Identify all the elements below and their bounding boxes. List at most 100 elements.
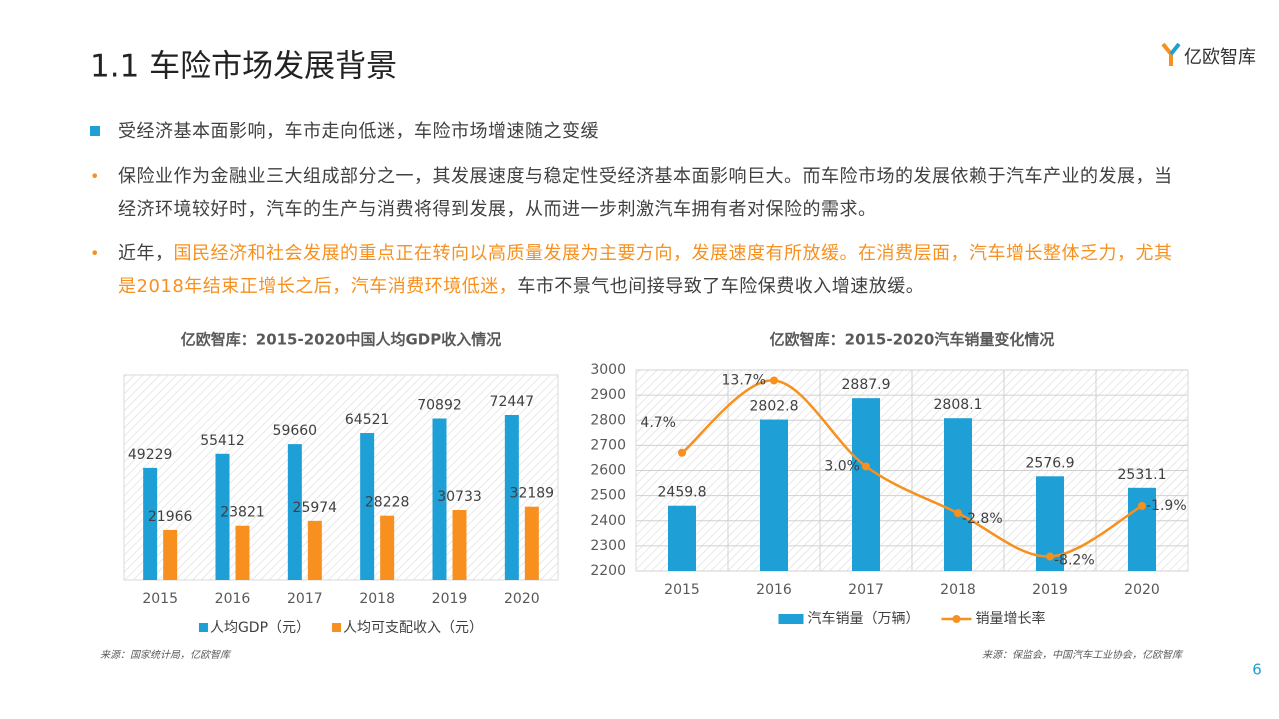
data-label: 2531.1 [1118,467,1167,483]
y-tick-label: 3000 [590,362,626,378]
legend: 汽车销量（万辆） 销量增长率 [778,610,1046,627]
x-tick-label: 2020 [1124,582,1160,598]
bar [215,453,230,580]
bar [452,509,467,580]
bullet-text: 车市不景气也间接导致了车险保费收入增速放缓。 [517,276,925,297]
y-tick-label: 2700 [590,437,626,453]
y-tick-label: 2400 [590,513,626,529]
data-label: -1.9% [1146,498,1187,514]
bar [944,418,972,571]
line-marker [954,509,962,518]
legend-swatch [952,615,961,623]
data-label: 4.7% [640,415,676,431]
data-label: 2802.8 [750,399,799,415]
legend-swatch [198,623,208,632]
x-tick-label: 2016 [215,591,251,607]
legend-label: 人均GDP（元） [210,620,310,636]
bullet-text: 保险业作为金融业三大组成部分之一，其发展速度与稳定性受经济基本面影响巨大。而车险… [118,166,1173,220]
data-label: 28228 [365,495,410,511]
logo: 亿欧智库 [1161,42,1256,68]
data-label: 25974 [293,500,338,516]
data-label: 2459.8 [658,485,707,501]
source-note: 来源：保监会，中国汽车工业协会，亿欧智库 [982,649,1184,661]
line [681,379,1143,558]
logo-text: 亿欧智库 [1184,47,1256,68]
x-tick-label: 2016 [756,582,792,598]
line-marker [1046,552,1054,561]
legend-swatch [778,614,804,624]
line-marker [770,376,778,385]
bar [852,398,880,571]
data-label: 70892 [417,398,462,414]
source-note: 来源：国家统计局，亿欧智库 [100,649,232,661]
data-label: 23821 [220,505,265,521]
data-label: 55412 [200,433,245,449]
data-label: -2.8% [962,511,1003,527]
slide-title: 1.1 车险市场发展背景 [90,49,397,85]
bar [524,506,539,580]
x-tick-label: 2018 [940,582,976,598]
x-tick-label: 2019 [1032,582,1068,598]
data-label: 30733 [437,489,482,505]
data-label: 2887.9 [842,377,891,393]
bar [432,418,447,580]
y-tick-label: 2800 [590,412,626,428]
y-tick-label: 2500 [590,488,626,504]
x-tick-label: 2017 [287,591,323,607]
bullet-marker: • [90,244,99,263]
chart-title: 亿欧智库：2015-2020中国人均GDP收入情况 [181,331,501,349]
bullet-marker [90,126,100,136]
bar [380,515,395,580]
data-label: 59660 [273,423,318,439]
data-label: 72447 [490,394,535,410]
legend-label: 汽车销量（万辆） [808,610,920,627]
x-tick-label: 2017 [848,582,884,598]
bar [668,505,696,571]
data-label: 32189 [510,486,555,502]
legend-label: 销量增长率 [976,610,1046,627]
data-label: 2808.1 [934,397,983,413]
bullet: 近年，国民经济和社会发展的重点正在转向以高质量发展为主要方向，发展速度有所放缓。… [118,237,1190,303]
x-tick-label: 2018 [359,591,395,607]
data-label: 49229 [128,447,173,463]
bullet-text: 受经济基本面影响，车市走向低迷，车险市场增速随之变缓 [118,121,599,142]
line-marker [678,448,686,457]
bar [163,529,178,580]
bullet-text: 近年， [118,243,174,264]
plot-area [123,374,559,581]
bar [143,467,158,580]
bar [360,433,375,580]
bullet-marker: • [90,167,99,186]
bar [760,419,788,571]
x-tick-label: 2019 [432,591,468,607]
y-tick-label: 2300 [590,538,626,554]
bar [235,525,250,580]
line-marker [1138,501,1146,510]
bullet: 受经济基本面影响，车市走向低迷，车险市场增速随之变缓 [118,115,1190,148]
line-marker [862,462,870,471]
data-label: 13.7% [722,372,766,388]
y-tick-label: 2200 [590,563,626,579]
legend-swatch [332,623,342,632]
data-label: -8.2% [1054,553,1095,569]
bullet-text: 国民经济和社会发展的重点正在转向以高质量发展为主要方向，发展速度有所放缓。在消费… [118,243,1173,297]
y-tick-label: 2600 [590,463,626,479]
data-label: 2576.9 [1026,455,1075,471]
y-tick-label: 2900 [590,387,626,403]
legend-label: 人均可支配收入（元） [343,620,483,636]
data-label: 3.0% [824,458,860,474]
page-number: 6 [1252,661,1262,679]
bullet: 保险业作为金融业三大组成部分之一，其发展速度与稳定性受经济基本面影响巨大。而车险… [118,160,1190,226]
legend: 人均GDP（元） 人均可支配收入（元） [198,620,483,636]
data-label: 64521 [345,412,390,428]
bar [1128,487,1156,571]
x-tick-label: 2015 [142,591,178,607]
x-tick-label: 2020 [504,591,540,607]
data-label: 21966 [148,509,193,525]
bar [307,520,322,580]
x-tick-label: 2015 [664,582,700,598]
bar [504,414,519,580]
chart-title: 亿欧智库：2015-2020汽车销量变化情况 [770,331,1055,349]
